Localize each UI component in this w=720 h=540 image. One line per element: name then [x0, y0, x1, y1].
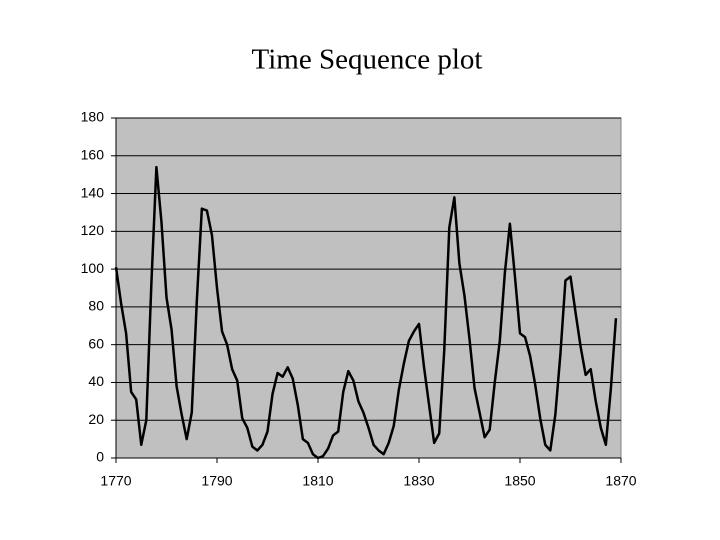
x-tick-label: 1770	[100, 473, 131, 489]
y-tick-label: 60	[88, 335, 104, 351]
y-tick-label: 120	[81, 222, 105, 238]
y-tick-label: 0	[96, 449, 104, 465]
x-tick-label: 1810	[302, 473, 333, 489]
y-tick-label: 140	[81, 184, 105, 200]
x-tick-label: 1850	[504, 473, 535, 489]
x-tick-label: 1870	[605, 473, 636, 489]
x-tick-label: 1790	[201, 473, 232, 489]
data-line	[114, 165, 618, 460]
y-tick-label: 40	[88, 373, 104, 389]
y-tick-label: 20	[88, 411, 104, 427]
y-tick-label: 100	[81, 260, 105, 276]
y-tick-label: 180	[81, 109, 105, 125]
y-tick-label: 160	[81, 146, 105, 162]
y-tick-label: 80	[88, 298, 104, 314]
chart-title: Time Sequence plot	[252, 44, 483, 76]
x-tick-label: 1830	[403, 473, 434, 489]
